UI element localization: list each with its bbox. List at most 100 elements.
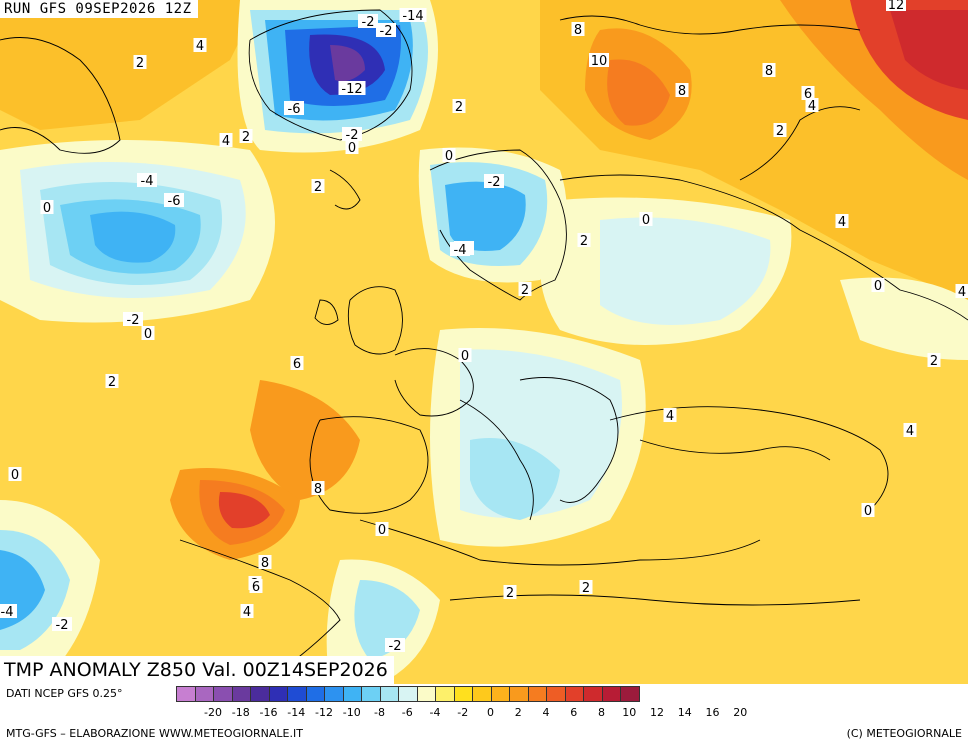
coastline — [559, 174, 968, 321]
contour-label: -2 — [376, 23, 396, 39]
contour-label: 2 — [452, 99, 466, 115]
contour-label-text: 8 — [574, 23, 582, 38]
contour-label-text: 8 — [765, 64, 773, 79]
contour-label: -2 — [385, 638, 405, 654]
contour-label: 12 — [886, 0, 906, 13]
contour-label: -6 — [284, 101, 304, 117]
contour-label-text: -2 — [380, 24, 393, 39]
legend-swatch — [213, 686, 233, 702]
contour-label: 0 — [458, 348, 472, 364]
contour-label-text: 0 — [144, 327, 152, 342]
legend-swatch — [176, 686, 196, 702]
legend-swatch — [601, 686, 621, 702]
contour-label: 2 — [105, 374, 119, 390]
anomaly-region — [890, 10, 968, 90]
contour-label: -12 — [338, 81, 366, 97]
contour-label-text: -4 — [141, 174, 154, 189]
legend-tick-label: 20 — [733, 706, 748, 719]
coastline — [459, 399, 534, 521]
contour-label-text: -12 — [341, 82, 362, 97]
legend-tick-label: 16 — [705, 706, 720, 719]
contour-label-text: 0 — [642, 213, 650, 228]
contour-label: 0 — [639, 212, 653, 228]
contour-label-text: 4 — [906, 424, 914, 439]
contour-label-text: 6 — [252, 580, 260, 595]
coastline — [248, 9, 413, 141]
legend-tick-label: 10 — [622, 706, 637, 719]
legend-swatch — [620, 686, 640, 702]
contour-label-text: 2 — [582, 581, 590, 596]
legend-swatch — [416, 686, 436, 702]
coastline — [429, 149, 567, 301]
legend-swatch — [564, 686, 584, 702]
contour-label: 4 — [193, 38, 207, 54]
contour-label: 4 — [240, 604, 254, 620]
contour-label-text: 2 — [506, 586, 514, 601]
legend-tick-label: 12 — [650, 706, 664, 719]
anomaly-region — [0, 0, 260, 130]
contour-label: -2 — [342, 127, 362, 143]
contour-label-text: 2 — [455, 100, 463, 115]
legend-tick-label: 0 — [487, 706, 494, 719]
legend-tick-label: 2 — [514, 706, 522, 719]
contour-label-text: 2 — [136, 56, 144, 71]
legend-colorbar — [176, 686, 640, 702]
contour-label: 0 — [442, 148, 456, 164]
contour-label: 4 — [955, 284, 968, 300]
legend-swatch — [287, 686, 307, 702]
color-legend: DATI NCEP GFS 0.25° -20 -18 -16 -14 -12 -10 -8… — [0, 684, 968, 745]
coastline — [739, 106, 861, 181]
contour-label-text: 8 — [261, 556, 269, 571]
contour-label-text: 0 — [874, 279, 882, 294]
coastline — [359, 519, 761, 566]
contour-label: -4 — [450, 242, 470, 258]
contour-label-text: 6 — [804, 87, 812, 102]
contour-label-text: 2 — [521, 283, 529, 298]
contour-label: -4 — [137, 173, 157, 189]
contour-label: 0 — [375, 522, 389, 538]
legend-tick-label: -14 — [287, 706, 306, 719]
coastline — [347, 286, 403, 355]
contour-label-text: 0 — [445, 149, 453, 164]
legend-swatch — [305, 686, 325, 702]
contour-label: -2 — [484, 174, 504, 190]
coastline — [314, 299, 339, 325]
contour-label-text: -6 — [288, 102, 301, 117]
legend-tick-label: -8 — [374, 706, 385, 719]
legend-tick-label: 14 — [677, 706, 692, 719]
contour-label-text: -2 — [127, 313, 140, 328]
contour-label: 0 — [141, 326, 155, 342]
anomaly-region — [330, 45, 365, 82]
contour-label-text: 0 — [348, 141, 356, 156]
legend-tick-label: -12 — [315, 706, 333, 719]
contour-label: 0 — [871, 278, 885, 294]
contour-label-text: -2 — [488, 175, 501, 190]
contour-label-text: 6 — [293, 357, 301, 372]
contour-label: 4 — [663, 408, 677, 424]
legend-ticks: -20 -18 -16 -14 -12 -10 -8 -6 -4 -2 0 2 4 6 8 10 12 14 16 2… — [176, 706, 968, 722]
contour-label: 8 — [311, 481, 325, 497]
temperature-anomaly-map: 42-2-14-4-6-12-242-2028108641282024-2-4-… — [0, 0, 968, 684]
coastline — [329, 169, 361, 210]
legend-swatch — [453, 686, 473, 702]
contour-label-text: 0 — [378, 523, 386, 538]
contour-label-text: -4 — [454, 243, 467, 258]
contour-label-text: -2 — [346, 128, 359, 143]
contour-label: 0 — [345, 140, 359, 156]
coastline — [639, 439, 831, 461]
contour-label: 0 — [861, 503, 875, 519]
contour-label: 8 — [571, 22, 585, 38]
contour-label: 2 — [773, 123, 787, 139]
legend-swatch — [361, 686, 381, 702]
contour-label: 2 — [579, 580, 593, 596]
legend-swatch — [509, 686, 529, 702]
contour-label: 8 — [258, 555, 272, 571]
legend-tick-label: -16 — [259, 706, 278, 719]
contour-label: 2 — [927, 353, 941, 369]
contour-label: 2 — [577, 233, 591, 249]
legend-swatch — [194, 686, 214, 702]
contour-label-text: -6 — [168, 194, 181, 209]
contour-label: 0 — [8, 467, 22, 483]
legend-tick-label: -20 — [204, 706, 222, 719]
